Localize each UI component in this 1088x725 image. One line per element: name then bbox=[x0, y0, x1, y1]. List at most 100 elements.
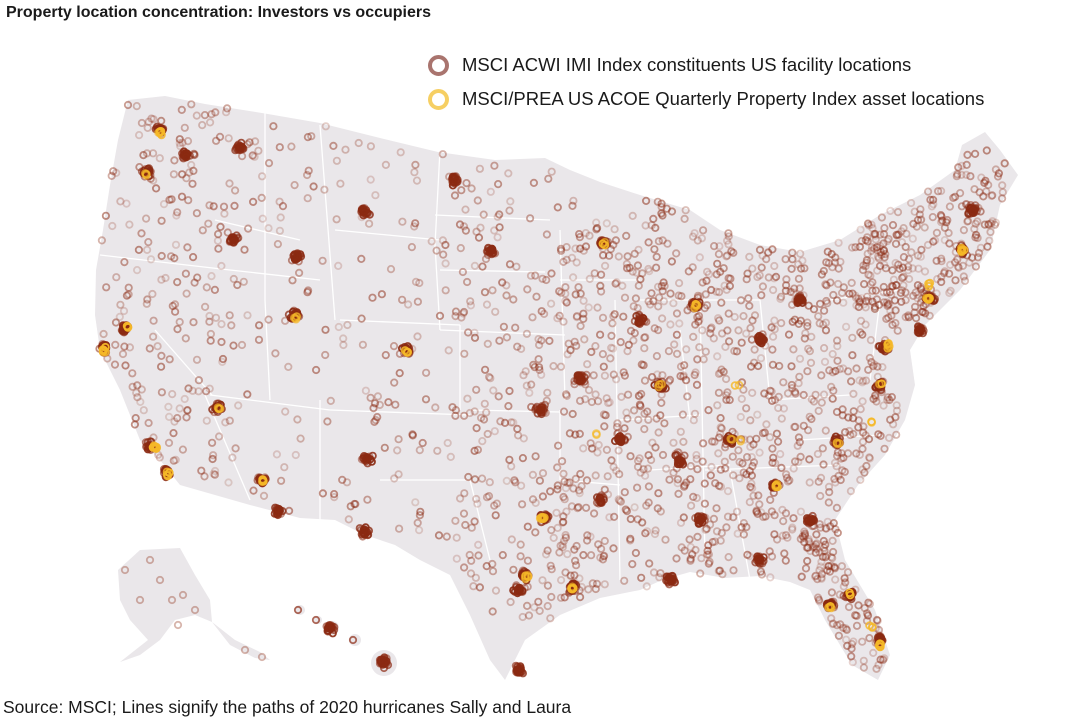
facility-marker bbox=[159, 200, 169, 209]
facility-marker bbox=[209, 469, 218, 478]
facility-marker bbox=[873, 246, 882, 255]
facility-marker bbox=[211, 108, 220, 117]
facility-marker bbox=[465, 550, 474, 560]
facility-marker bbox=[797, 572, 806, 582]
facility-marker bbox=[403, 300, 413, 309]
facility-marker bbox=[694, 317, 703, 326]
facility-marker bbox=[830, 563, 839, 572]
facility-marker bbox=[321, 325, 330, 334]
facility-marker bbox=[737, 394, 746, 403]
facility-marker bbox=[519, 434, 528, 443]
facility-marker bbox=[660, 281, 669, 291]
facility-marker bbox=[473, 445, 482, 454]
facility-marker bbox=[682, 345, 691, 354]
facility-marker bbox=[778, 531, 788, 540]
facility-marker bbox=[157, 251, 166, 261]
facility-marker bbox=[760, 389, 769, 398]
facility-marker bbox=[864, 434, 874, 444]
facility-marker bbox=[157, 351, 166, 360]
facility-marker bbox=[511, 323, 520, 332]
facility-marker bbox=[871, 286, 881, 295]
facility-marker bbox=[753, 361, 763, 371]
facility-marker bbox=[958, 261, 968, 270]
facility-marker bbox=[917, 307, 927, 316]
legend: MSCI ACWI IMI Index constituents US faci… bbox=[428, 48, 984, 116]
facility-marker bbox=[622, 506, 632, 516]
facility-marker bbox=[342, 478, 352, 487]
facility-marker bbox=[595, 330, 605, 339]
facility-marker bbox=[830, 258, 840, 267]
facility-marker bbox=[757, 570, 767, 579]
facility-marker bbox=[855, 376, 864, 385]
facility-marker bbox=[623, 390, 633, 399]
facility-marker bbox=[644, 297, 653, 306]
facility-marker bbox=[172, 211, 181, 220]
facility-marker bbox=[470, 446, 479, 455]
facility-marker bbox=[712, 504, 721, 513]
facility-marker bbox=[888, 266, 897, 275]
facility-marker bbox=[161, 273, 170, 283]
facility-marker bbox=[827, 552, 836, 562]
facility-marker bbox=[709, 514, 719, 524]
facility-marker bbox=[143, 245, 152, 254]
facility-marker bbox=[716, 413, 725, 423]
facility-marker bbox=[485, 247, 495, 256]
facility-marker bbox=[553, 441, 563, 450]
facility-marker bbox=[829, 290, 838, 300]
facility-marker bbox=[916, 216, 926, 225]
facility-marker bbox=[813, 574, 822, 584]
facility-marker bbox=[373, 412, 382, 422]
facility-marker bbox=[183, 405, 192, 415]
facility-marker bbox=[427, 237, 436, 246]
facility-marker bbox=[716, 429, 725, 438]
facility-marker bbox=[490, 427, 499, 436]
facility-marker bbox=[879, 401, 888, 410]
facility-marker bbox=[397, 295, 407, 304]
facility-marker bbox=[765, 547, 774, 556]
facility-marker bbox=[979, 192, 988, 201]
facility-marker bbox=[528, 313, 537, 322]
facility-marker bbox=[851, 293, 861, 302]
facility-marker bbox=[686, 475, 695, 484]
facility-marker bbox=[546, 299, 556, 308]
facility-marker bbox=[583, 360, 592, 369]
facility-marker bbox=[864, 270, 873, 279]
facility-marker bbox=[181, 269, 190, 278]
facility-marker bbox=[539, 309, 549, 318]
facility-marker bbox=[873, 616, 882, 625]
facility-marker bbox=[121, 361, 130, 370]
facility-marker bbox=[843, 641, 852, 651]
facility-marker bbox=[474, 233, 484, 242]
facility-marker bbox=[569, 196, 578, 205]
facility-marker bbox=[564, 339, 573, 348]
facility-marker bbox=[843, 449, 853, 458]
facility-marker bbox=[781, 556, 790, 565]
facility-marker bbox=[691, 545, 700, 555]
facility-marker bbox=[724, 240, 733, 249]
facility-marker bbox=[810, 572, 820, 581]
facility-marker bbox=[589, 509, 599, 518]
facility-marker bbox=[783, 477, 793, 486]
facility-marker bbox=[787, 362, 796, 371]
facility-marker bbox=[495, 223, 504, 232]
facility-marker bbox=[686, 542, 695, 552]
facility-marker bbox=[806, 546, 815, 556]
facility-marker bbox=[910, 308, 919, 317]
facility-marker bbox=[858, 465, 867, 474]
facility-marker bbox=[448, 177, 457, 186]
facility-marker bbox=[692, 493, 701, 503]
facility-marker bbox=[482, 300, 492, 309]
legend-label-facility: MSCI ACWI IMI Index constituents US faci… bbox=[462, 54, 912, 75]
facility-marker bbox=[190, 605, 200, 615]
facility-marker bbox=[716, 267, 725, 276]
facility-marker bbox=[682, 478, 691, 487]
facility-marker bbox=[707, 323, 716, 332]
facility-marker bbox=[438, 236, 447, 245]
facility-marker bbox=[674, 291, 683, 300]
facility-marker bbox=[257, 652, 267, 662]
facility-marker bbox=[887, 290, 896, 299]
facility-marker bbox=[217, 337, 226, 347]
facility-marker bbox=[715, 316, 724, 325]
facility-marker bbox=[202, 416, 211, 425]
facility-marker bbox=[833, 528, 842, 538]
